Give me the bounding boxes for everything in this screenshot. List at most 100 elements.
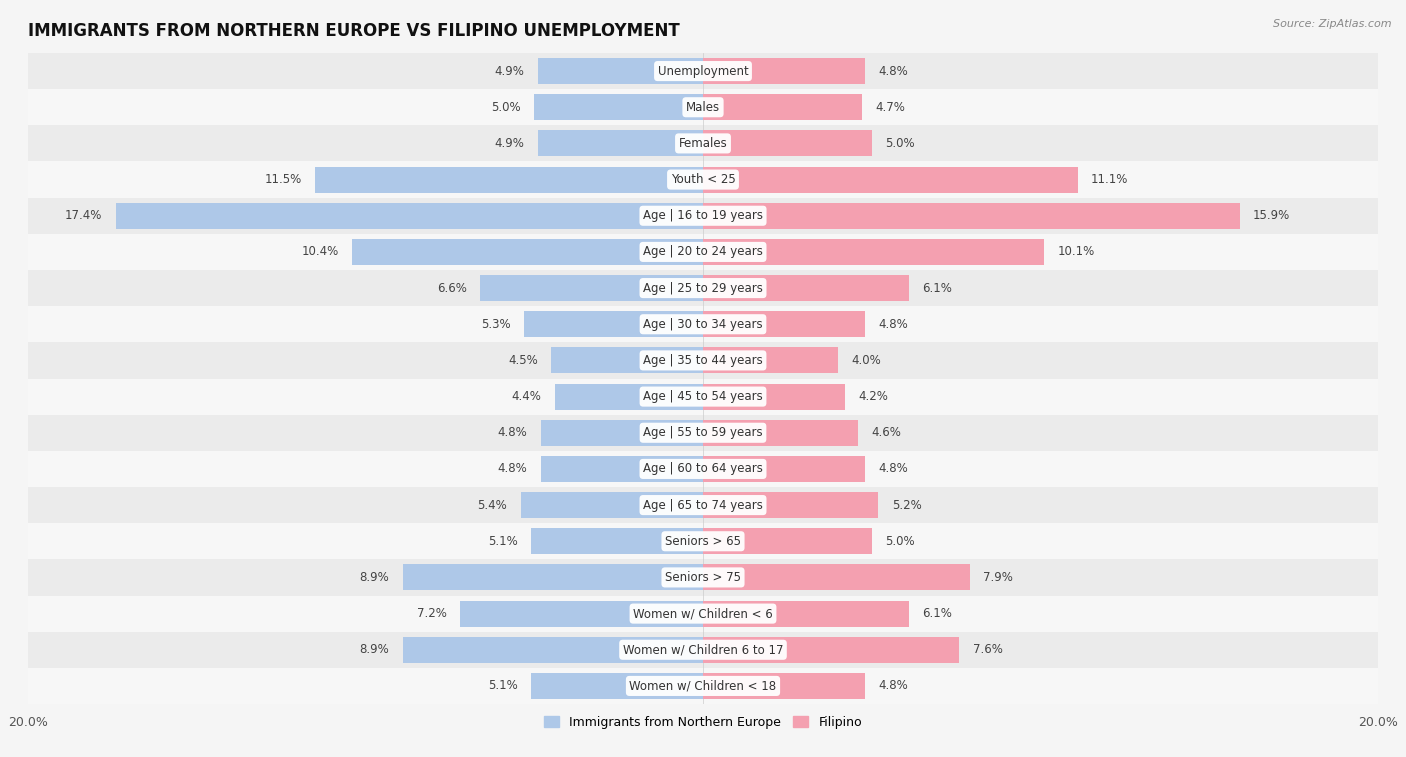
Bar bbox=[551, 347, 703, 373]
Bar bbox=[28, 270, 1378, 306]
Text: 4.9%: 4.9% bbox=[495, 137, 524, 150]
Bar bbox=[531, 673, 703, 699]
Text: 15.9%: 15.9% bbox=[1253, 209, 1291, 223]
Bar bbox=[315, 167, 703, 192]
Bar bbox=[703, 130, 872, 157]
Text: 10.4%: 10.4% bbox=[301, 245, 339, 258]
Bar bbox=[402, 565, 703, 590]
Bar bbox=[28, 126, 1378, 161]
Text: Age | 16 to 19 years: Age | 16 to 19 years bbox=[643, 209, 763, 223]
Text: 4.8%: 4.8% bbox=[498, 426, 527, 439]
Bar bbox=[703, 492, 879, 518]
Legend: Immigrants from Northern Europe, Filipino: Immigrants from Northern Europe, Filipin… bbox=[538, 711, 868, 734]
Text: 11.5%: 11.5% bbox=[264, 173, 301, 186]
Bar bbox=[703, 239, 1043, 265]
Bar bbox=[28, 234, 1378, 270]
Bar bbox=[28, 161, 1378, 198]
Text: Seniors > 65: Seniors > 65 bbox=[665, 534, 741, 548]
Text: Age | 20 to 24 years: Age | 20 to 24 years bbox=[643, 245, 763, 258]
Text: 4.6%: 4.6% bbox=[872, 426, 901, 439]
Bar bbox=[28, 596, 1378, 631]
Text: Youth < 25: Youth < 25 bbox=[671, 173, 735, 186]
Text: Women w/ Children < 18: Women w/ Children < 18 bbox=[630, 680, 776, 693]
Text: 4.2%: 4.2% bbox=[858, 390, 889, 403]
Text: 4.8%: 4.8% bbox=[879, 680, 908, 693]
Text: 10.1%: 10.1% bbox=[1057, 245, 1094, 258]
Text: Males: Males bbox=[686, 101, 720, 114]
Bar bbox=[460, 600, 703, 627]
Text: 6.1%: 6.1% bbox=[922, 282, 952, 294]
Bar bbox=[703, 203, 1240, 229]
Bar bbox=[352, 239, 703, 265]
Text: Age | 45 to 54 years: Age | 45 to 54 years bbox=[643, 390, 763, 403]
Bar bbox=[28, 306, 1378, 342]
Text: 5.0%: 5.0% bbox=[886, 534, 915, 548]
Text: Unemployment: Unemployment bbox=[658, 64, 748, 77]
Text: 5.4%: 5.4% bbox=[478, 499, 508, 512]
Text: Age | 55 to 59 years: Age | 55 to 59 years bbox=[643, 426, 763, 439]
Bar bbox=[541, 456, 703, 482]
Text: 4.8%: 4.8% bbox=[498, 463, 527, 475]
Bar bbox=[703, 347, 838, 373]
Bar bbox=[703, 58, 865, 84]
Text: 7.9%: 7.9% bbox=[983, 571, 1012, 584]
Bar bbox=[703, 167, 1077, 192]
Text: 4.8%: 4.8% bbox=[879, 463, 908, 475]
Bar bbox=[524, 311, 703, 338]
Bar bbox=[28, 342, 1378, 378]
Bar bbox=[554, 384, 703, 410]
Text: Age | 60 to 64 years: Age | 60 to 64 years bbox=[643, 463, 763, 475]
Text: 5.1%: 5.1% bbox=[488, 680, 517, 693]
Text: 4.0%: 4.0% bbox=[852, 354, 882, 367]
Text: 7.2%: 7.2% bbox=[416, 607, 447, 620]
Text: 5.0%: 5.0% bbox=[886, 137, 915, 150]
Text: 8.9%: 8.9% bbox=[360, 643, 389, 656]
Bar bbox=[537, 130, 703, 157]
Text: IMMIGRANTS FROM NORTHERN EUROPE VS FILIPINO UNEMPLOYMENT: IMMIGRANTS FROM NORTHERN EUROPE VS FILIP… bbox=[28, 22, 681, 40]
Text: Females: Females bbox=[679, 137, 727, 150]
Text: Age | 30 to 34 years: Age | 30 to 34 years bbox=[643, 318, 763, 331]
Text: 8.9%: 8.9% bbox=[360, 571, 389, 584]
Text: 17.4%: 17.4% bbox=[65, 209, 103, 223]
Bar bbox=[28, 631, 1378, 668]
Bar bbox=[520, 492, 703, 518]
Bar bbox=[28, 198, 1378, 234]
Bar bbox=[703, 673, 865, 699]
Text: Women w/ Children < 6: Women w/ Children < 6 bbox=[633, 607, 773, 620]
Bar bbox=[531, 528, 703, 554]
Bar bbox=[703, 600, 908, 627]
Text: 4.8%: 4.8% bbox=[879, 318, 908, 331]
Text: 4.9%: 4.9% bbox=[495, 64, 524, 77]
Bar bbox=[402, 637, 703, 663]
Text: 5.0%: 5.0% bbox=[491, 101, 520, 114]
Text: 4.4%: 4.4% bbox=[512, 390, 541, 403]
Bar bbox=[703, 384, 845, 410]
Text: 5.1%: 5.1% bbox=[488, 534, 517, 548]
Bar bbox=[703, 637, 959, 663]
Bar bbox=[28, 378, 1378, 415]
Text: 5.3%: 5.3% bbox=[481, 318, 510, 331]
Bar bbox=[28, 53, 1378, 89]
Bar bbox=[541, 419, 703, 446]
Bar bbox=[703, 94, 862, 120]
Text: 4.7%: 4.7% bbox=[875, 101, 905, 114]
Bar bbox=[481, 275, 703, 301]
Bar bbox=[537, 58, 703, 84]
Text: Age | 35 to 44 years: Age | 35 to 44 years bbox=[643, 354, 763, 367]
Bar bbox=[28, 559, 1378, 596]
Bar bbox=[28, 523, 1378, 559]
Bar bbox=[28, 487, 1378, 523]
Text: Age | 25 to 29 years: Age | 25 to 29 years bbox=[643, 282, 763, 294]
Text: Seniors > 75: Seniors > 75 bbox=[665, 571, 741, 584]
Bar bbox=[28, 415, 1378, 451]
Bar bbox=[703, 275, 908, 301]
Bar bbox=[703, 528, 872, 554]
Bar bbox=[534, 94, 703, 120]
Text: 5.2%: 5.2% bbox=[891, 499, 922, 512]
Text: 6.6%: 6.6% bbox=[437, 282, 467, 294]
Text: Source: ZipAtlas.com: Source: ZipAtlas.com bbox=[1274, 19, 1392, 29]
Text: 4.5%: 4.5% bbox=[508, 354, 537, 367]
Text: 6.1%: 6.1% bbox=[922, 607, 952, 620]
Text: Age | 65 to 74 years: Age | 65 to 74 years bbox=[643, 499, 763, 512]
Text: 4.8%: 4.8% bbox=[879, 64, 908, 77]
